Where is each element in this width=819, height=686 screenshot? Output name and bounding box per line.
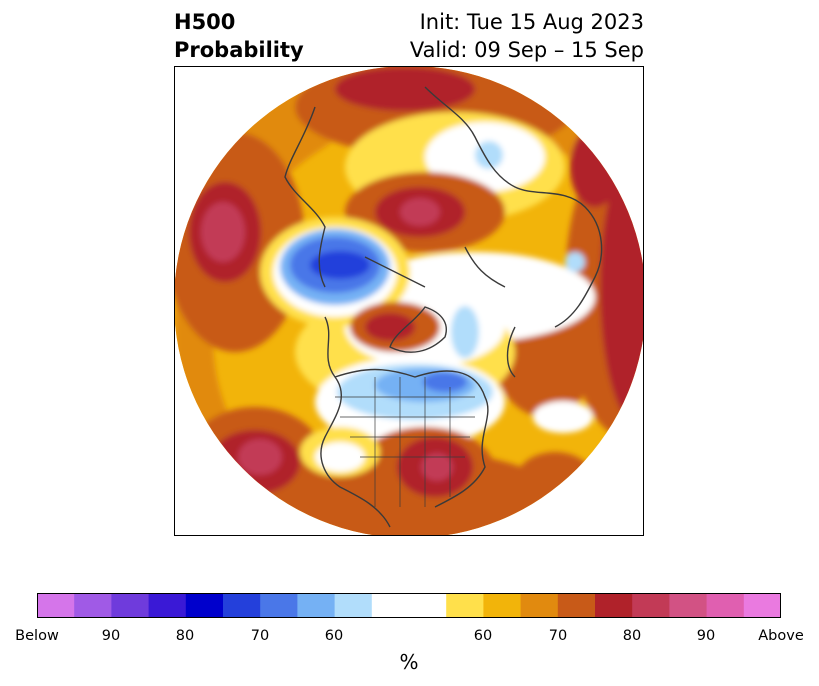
init-date: Init: Tue 15 Aug 2023 — [419, 10, 644, 34]
colorbar-below-7 — [297, 593, 336, 618]
tick-above-70: 70 — [548, 628, 568, 644]
map-panel — [174, 66, 644, 536]
tick-below: Below — [15, 628, 59, 644]
colorbar-above-0 — [446, 593, 484, 618]
title-variable: H500 — [174, 10, 236, 34]
pacific-blue-core — [310, 251, 370, 279]
colorbar-below-6 — [260, 593, 298, 618]
arctic-islands — [364, 246, 516, 378]
tick-above-80: 80 — [622, 628, 642, 644]
north-america-coast — [320, 316, 489, 528]
greenland-coast — [389, 306, 447, 353]
tick-above-60: 60 — [473, 628, 493, 644]
colorbar-neutral — [371, 593, 447, 618]
canada-blue-core — [423, 372, 467, 392]
arctic-top-red — [335, 67, 475, 111]
hudson-red — [365, 313, 415, 341]
colorbar-above-7 — [706, 593, 745, 618]
colorbar-above-1 — [483, 593, 522, 618]
valid-range: Valid: 09 Sep – 15 Sep — [409, 38, 644, 62]
colorbar — [37, 593, 781, 618]
bottom-right-orange — [515, 452, 595, 512]
colorbar-below-4 — [185, 593, 224, 618]
tick-above: Above — [758, 628, 804, 644]
tick-below-80: 80 — [175, 628, 195, 644]
coastline-overlay — [284, 86, 603, 528]
tick-below-70: 70 — [250, 628, 270, 644]
west-us-white — [315, 442, 365, 472]
atlantic-white-oval — [533, 401, 593, 433]
colorbar-below-0 — [37, 593, 75, 618]
scandinavia-blue — [475, 141, 503, 169]
europe-coast — [424, 86, 603, 328]
colorbar-below-2 — [111, 593, 150, 618]
tick-below-90: 90 — [101, 628, 121, 644]
east-siberia-blue — [565, 252, 585, 272]
title-left: H500 Probability — [174, 8, 304, 64]
siberia-rose — [400, 198, 440, 226]
right-edge-red-top — [570, 127, 620, 207]
polar-map — [175, 67, 643, 535]
arctic-blue-patch — [451, 306, 479, 358]
colorbar-below-1 — [74, 593, 112, 618]
colorbar-above-6 — [669, 593, 708, 618]
asia-coast — [284, 106, 326, 288]
colorbar-above-5 — [632, 593, 670, 618]
tick-above-90: 90 — [696, 628, 716, 644]
bottom-left-rose — [238, 439, 282, 475]
us-state-lines — [335, 377, 475, 507]
colorbar-above-4 — [595, 593, 633, 618]
tick-below-60: 60 — [324, 628, 344, 644]
left-rose-core — [201, 202, 245, 262]
colorbar-below-3 — [148, 593, 187, 618]
colorbar-above-3 — [557, 593, 596, 618]
colorbar-unit: % — [399, 650, 419, 674]
colorbar-below-8 — [334, 593, 373, 618]
southeast-rose — [421, 453, 453, 481]
colorbar-above-2 — [520, 593, 559, 618]
right-edge-red — [600, 147, 643, 427]
colorbar-above-8 — [743, 593, 781, 618]
colorbar-below-5 — [223, 593, 261, 618]
title-right: Init: Tue 15 Aug 2023 Valid: 09 Sep – 15… — [410, 8, 644, 64]
title-type: Probability — [174, 38, 304, 62]
